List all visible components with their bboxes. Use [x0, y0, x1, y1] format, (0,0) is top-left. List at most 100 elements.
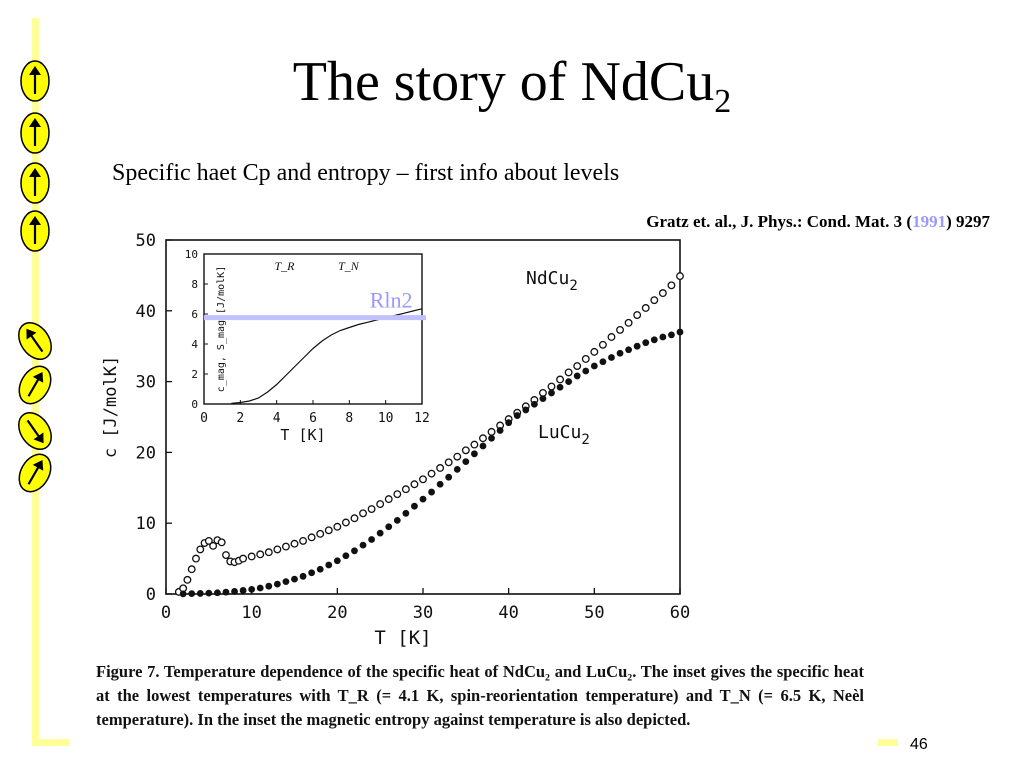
data-point-lucu2: [539, 395, 547, 402]
data-point-lucu2: [582, 367, 590, 375]
y-tick-label: 20: [136, 443, 156, 463]
data-point-lucu2: [513, 412, 521, 419]
data-point-ndcu2: [556, 375, 565, 384]
data-point-ndcu2: [564, 368, 573, 377]
data-point-ndcu2: [307, 533, 316, 542]
data-point-lucu2: [325, 561, 333, 569]
data-point-lucu2: [393, 516, 401, 524]
inset-frame: [203, 253, 423, 405]
inset-x-tick-label: 8: [345, 411, 353, 426]
data-point-ndcu2: [299, 536, 308, 545]
data-point-lucu2: [248, 585, 256, 593]
data-point-ndcu2: [590, 347, 599, 356]
data-point-lucu2: [385, 523, 393, 531]
up-arrow-icon: [20, 60, 50, 102]
data-point-lucu2: [188, 590, 196, 598]
title-subscript: 2: [714, 83, 732, 121]
data-point-ndcu2: [367, 505, 376, 513]
y-tick-label: 40: [136, 302, 156, 322]
tilted-arrow-icon: [18, 453, 52, 493]
data-point-lucu2: [222, 588, 230, 596]
inset-y-tick-label: 10: [185, 248, 198, 261]
data-point-lucu2: [599, 358, 607, 366]
data-point-lucu2: [359, 541, 367, 549]
y-tick-label: 10: [136, 514, 156, 534]
inset-x-tick-label: 6: [309, 411, 317, 426]
data-point-lucu2: [231, 588, 238, 595]
data-point-ndcu2: [487, 427, 496, 436]
inset-y-tick-label: 0: [191, 398, 198, 411]
data-point-lucu2: [308, 569, 316, 577]
data-point-lucu2: [488, 434, 495, 442]
data-point-ndcu2: [658, 289, 667, 298]
data-point-lucu2: [676, 328, 684, 336]
x-tick-label: 40: [498, 603, 518, 623]
data-point-lucu2: [299, 572, 307, 580]
inset-y-tick-label: 2: [191, 368, 198, 381]
data-point-lucu2: [445, 473, 453, 481]
tilted-arrow-icon: [18, 322, 52, 360]
x-tick-label: 0: [161, 603, 171, 623]
up-arrow-icon: [20, 210, 50, 252]
data-point-ndcu2: [239, 554, 248, 563]
data-point-lucu2: [368, 536, 375, 543]
data-point-ndcu2: [410, 480, 419, 489]
data-point-ndcu2: [316, 529, 325, 538]
inset-x-tick-label: 12: [414, 411, 430, 426]
x-tick-label: 30: [413, 603, 433, 623]
data-point-lucu2: [282, 578, 290, 586]
data-point-lucu2: [590, 362, 598, 370]
inset-x-axis-label: T [K]: [280, 426, 325, 444]
data-point-ndcu2: [256, 550, 265, 559]
data-point-lucu2: [650, 336, 658, 344]
data-point-lucu2: [402, 509, 410, 517]
data-point-lucu2: [436, 480, 444, 488]
data-point-lucu2: [316, 565, 324, 573]
data-point-ndcu2: [547, 382, 556, 391]
data-point-lucu2: [273, 580, 281, 588]
data-point-ndcu2: [341, 518, 350, 527]
data-point-ndcu2: [217, 538, 226, 547]
data-point-ndcu2: [444, 458, 453, 467]
x-tick-label: 60: [670, 603, 690, 623]
data-point-ndcu2: [187, 565, 196, 574]
data-point-ndcu2: [427, 469, 436, 478]
inset-plot: 0 2 4 6 8 10 12 0 2 4 6 8 10 T [K] c_mag, S_mag [J/mol…: [185, 248, 430, 444]
data-point-lucu2: [214, 589, 221, 597]
data-point-ndcu2: [247, 552, 256, 561]
data-point-lucu2: [496, 427, 504, 434]
figure-caption: Figure 7. Temperature dependence of the …: [96, 660, 864, 732]
data-point-lucu2: [411, 502, 418, 510]
bottom-accent-bar: [32, 739, 70, 746]
inset-x-tick-label: 10: [378, 411, 394, 426]
data-point-ndcu2: [359, 509, 367, 518]
data-point-ndcu2: [607, 333, 616, 341]
caption-text: Figure 7. Temperature dependence of the …: [96, 662, 864, 729]
marker-tn-label: T_N: [338, 259, 360, 273]
data-point-ndcu2: [401, 485, 410, 494]
data-point-lucu2: [333, 557, 341, 565]
data-point-lucu2: [565, 378, 573, 385]
data-point-ndcu2: [222, 551, 230, 560]
inset-x-tick-label: 4: [273, 411, 281, 426]
data-point-lucu2: [453, 465, 461, 473]
inset-y-axis-label: c_mag, S_mag [J/molK]: [216, 266, 227, 392]
data-point-lucu2: [428, 488, 435, 496]
data-point-ndcu2: [204, 536, 213, 545]
reference-post: ) 9297: [946, 212, 990, 231]
slide-number: 46: [910, 736, 928, 753]
inset-x-tick-label: 2: [236, 411, 244, 426]
data-point-lucu2: [659, 333, 667, 341]
data-point-ndcu2: [393, 490, 402, 499]
data-point-ndcu2: [290, 539, 299, 548]
data-point-ndcu2: [598, 340, 607, 349]
inset-y-tick-label: 6: [191, 308, 198, 321]
y-axis-label: c [J/molK]: [101, 356, 121, 458]
inset-y-tick-label: 8: [191, 278, 198, 291]
reference: Gratz et. al., J. Phys.: Cond. Mat. 3 (1…: [646, 212, 990, 232]
data-point-ndcu2: [192, 554, 200, 563]
data-point-lucu2: [291, 575, 298, 583]
data-point-ndcu2: [273, 545, 282, 554]
